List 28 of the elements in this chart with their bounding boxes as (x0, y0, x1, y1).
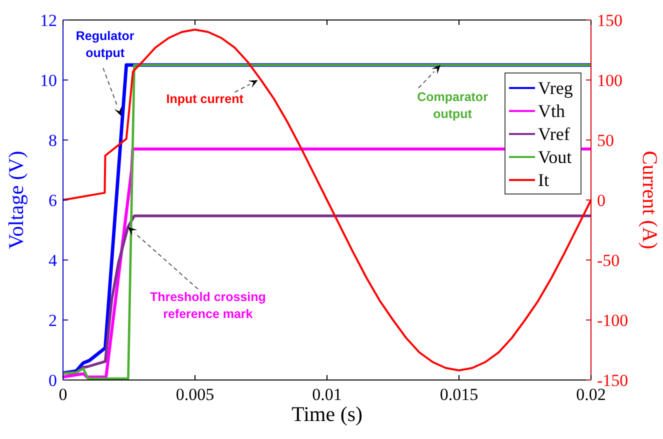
y-tick-label: 2 (48, 311, 57, 330)
annotation: Comparator output (417, 90, 488, 121)
x-tick-label: 0.01 (312, 385, 342, 404)
legend-label: Vout (538, 147, 572, 167)
y2-tick-label: 50 (597, 131, 614, 150)
y-tick-label: 6 (48, 191, 57, 210)
y2-axis-title: Current (A) (638, 150, 662, 250)
legend-label: It (538, 170, 549, 190)
y2-tick-label: 100 (597, 71, 622, 90)
x-tick-label: 0.015 (440, 385, 478, 404)
annotation: Regulator output (76, 29, 134, 60)
y-tick-label: 8 (48, 131, 57, 150)
y-tick-label: 12 (40, 11, 57, 30)
y-tick-label: 4 (48, 251, 58, 270)
legend-label: Vreg (538, 78, 573, 98)
y2-tick-label: -100 (597, 311, 628, 330)
x-axis-title: Time (s) (292, 402, 362, 426)
legend-label: Vref (538, 124, 570, 144)
y-tick-label: 0 (48, 371, 57, 390)
annotation: Threshold crossing reference mark (150, 290, 266, 321)
x-tick-label: 0.005 (176, 385, 214, 404)
annotation: Input current (166, 92, 244, 106)
y-tick-label: 10 (40, 71, 57, 90)
legend-label: Vth (538, 101, 565, 121)
y2-tick-label: 150 (597, 11, 622, 30)
y2-tick-label: -50 (597, 251, 620, 270)
y-axis-title: Voltage (V) (4, 150, 28, 250)
y2-tick-label: 0 (597, 191, 606, 210)
